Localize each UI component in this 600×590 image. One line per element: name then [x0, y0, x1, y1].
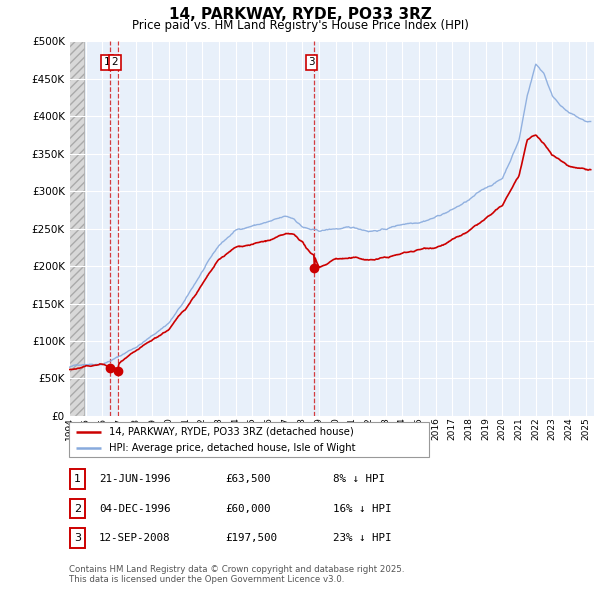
Text: 2: 2 [74, 504, 81, 513]
FancyBboxPatch shape [70, 528, 85, 548]
Bar [69, 41, 84, 416]
Text: 12-SEP-2008: 12-SEP-2008 [99, 533, 170, 543]
Text: 16% ↓ HPI: 16% ↓ HPI [333, 504, 392, 513]
Text: 23% ↓ HPI: 23% ↓ HPI [333, 533, 392, 543]
FancyBboxPatch shape [70, 469, 85, 489]
Text: 1: 1 [74, 474, 81, 484]
Text: HPI: Average price, detached house, Isle of Wight: HPI: Average price, detached house, Isle… [109, 444, 355, 453]
Text: 1: 1 [104, 57, 110, 67]
Text: 04-DEC-1996: 04-DEC-1996 [99, 504, 170, 513]
FancyBboxPatch shape [70, 499, 85, 519]
Text: 21-JUN-1996: 21-JUN-1996 [99, 474, 170, 484]
Text: Contains HM Land Registry data © Crown copyright and database right 2025.
This d: Contains HM Land Registry data © Crown c… [69, 565, 404, 584]
Text: 3: 3 [74, 533, 81, 543]
Text: 3: 3 [308, 57, 315, 67]
Bar [69, 41, 84, 416]
Text: Price paid vs. HM Land Registry's House Price Index (HPI): Price paid vs. HM Land Registry's House … [131, 19, 469, 32]
Text: 8% ↓ HPI: 8% ↓ HPI [333, 474, 385, 484]
Text: 14, PARKWAY, RYDE, PO33 3RZ (detached house): 14, PARKWAY, RYDE, PO33 3RZ (detached ho… [109, 427, 353, 437]
Text: £63,500: £63,500 [225, 474, 271, 484]
Text: £197,500: £197,500 [225, 533, 277, 543]
Text: £60,000: £60,000 [225, 504, 271, 513]
Text: 14, PARKWAY, RYDE, PO33 3RZ: 14, PARKWAY, RYDE, PO33 3RZ [169, 7, 431, 22]
Text: 2: 2 [112, 57, 118, 67]
FancyBboxPatch shape [69, 422, 429, 457]
